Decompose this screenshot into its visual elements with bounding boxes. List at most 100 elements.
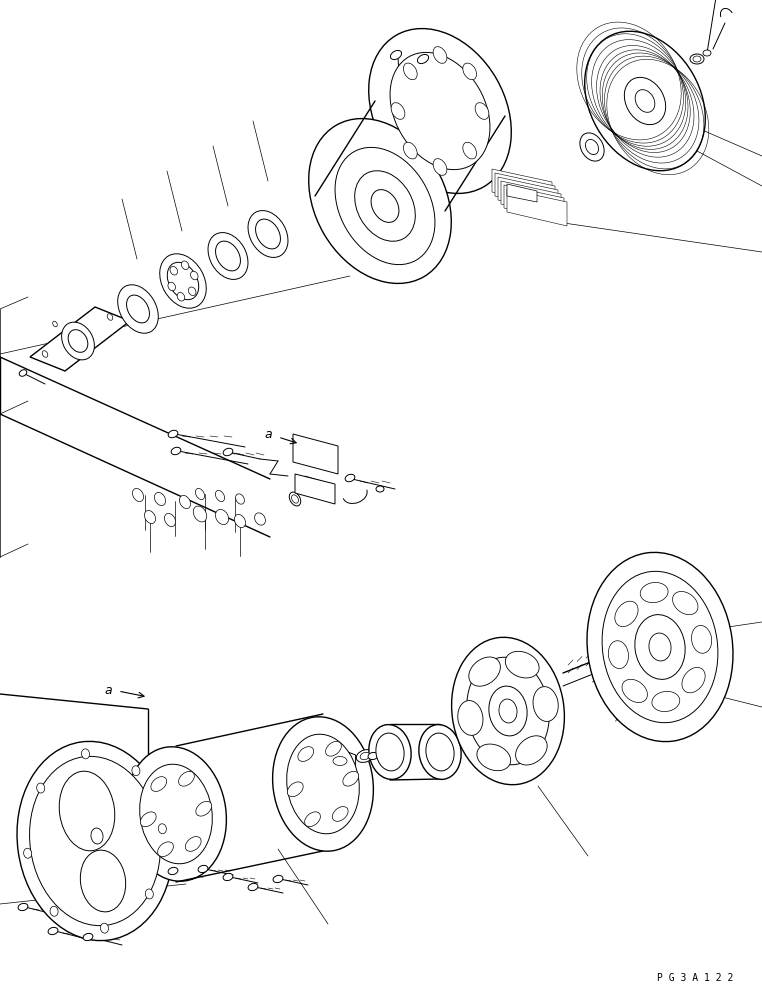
Ellipse shape	[160, 254, 207, 309]
Ellipse shape	[354, 172, 415, 242]
Ellipse shape	[345, 475, 355, 482]
Ellipse shape	[458, 701, 483, 736]
Ellipse shape	[91, 828, 103, 844]
Ellipse shape	[335, 148, 435, 265]
Ellipse shape	[403, 64, 417, 81]
Ellipse shape	[18, 904, 28, 911]
Ellipse shape	[290, 493, 301, 507]
Ellipse shape	[325, 742, 341, 756]
Ellipse shape	[466, 658, 549, 765]
Ellipse shape	[298, 746, 314, 761]
Ellipse shape	[391, 103, 405, 120]
Ellipse shape	[273, 876, 283, 883]
Ellipse shape	[463, 64, 476, 81]
Ellipse shape	[433, 48, 447, 65]
Ellipse shape	[179, 496, 190, 509]
Ellipse shape	[17, 742, 173, 940]
Ellipse shape	[62, 323, 94, 361]
Ellipse shape	[624, 79, 666, 125]
Ellipse shape	[357, 749, 373, 762]
Ellipse shape	[640, 582, 668, 603]
Ellipse shape	[68, 330, 88, 353]
Ellipse shape	[42, 351, 48, 358]
Polygon shape	[507, 190, 567, 227]
Polygon shape	[293, 434, 338, 474]
Ellipse shape	[475, 103, 489, 120]
Ellipse shape	[499, 700, 517, 724]
Ellipse shape	[37, 783, 45, 793]
Ellipse shape	[463, 143, 476, 160]
Ellipse shape	[82, 749, 90, 759]
Ellipse shape	[433, 159, 447, 176]
Ellipse shape	[636, 90, 655, 113]
Ellipse shape	[30, 756, 161, 925]
Ellipse shape	[426, 734, 454, 771]
Ellipse shape	[622, 680, 648, 703]
Ellipse shape	[533, 687, 559, 722]
Ellipse shape	[360, 752, 370, 760]
Ellipse shape	[101, 923, 108, 933]
Ellipse shape	[223, 449, 233, 456]
Ellipse shape	[585, 140, 599, 155]
Ellipse shape	[48, 927, 58, 934]
Polygon shape	[504, 186, 564, 223]
Polygon shape	[498, 178, 558, 215]
Ellipse shape	[59, 771, 115, 851]
Ellipse shape	[273, 717, 373, 851]
Ellipse shape	[248, 884, 258, 891]
Ellipse shape	[165, 514, 175, 527]
Ellipse shape	[332, 807, 348, 821]
Ellipse shape	[580, 134, 604, 162]
Ellipse shape	[693, 57, 701, 63]
Ellipse shape	[188, 287, 196, 296]
Ellipse shape	[682, 668, 705, 693]
Ellipse shape	[615, 601, 638, 627]
Ellipse shape	[107, 314, 113, 321]
Ellipse shape	[171, 448, 181, 455]
Ellipse shape	[155, 493, 165, 506]
Ellipse shape	[255, 220, 280, 249]
Ellipse shape	[198, 866, 208, 873]
Ellipse shape	[248, 212, 288, 258]
Polygon shape	[325, 749, 356, 773]
Polygon shape	[507, 185, 537, 203]
Ellipse shape	[419, 725, 461, 779]
Ellipse shape	[343, 771, 359, 786]
Ellipse shape	[376, 734, 404, 771]
Ellipse shape	[390, 52, 402, 61]
Ellipse shape	[216, 242, 241, 271]
Ellipse shape	[216, 510, 229, 525]
Ellipse shape	[158, 824, 166, 834]
Ellipse shape	[139, 764, 213, 864]
Ellipse shape	[181, 261, 189, 270]
Text: a: a	[104, 683, 112, 696]
Ellipse shape	[691, 626, 712, 654]
Ellipse shape	[177, 293, 184, 302]
Ellipse shape	[185, 837, 201, 852]
Ellipse shape	[158, 842, 174, 857]
Ellipse shape	[132, 766, 140, 776]
Ellipse shape	[418, 56, 428, 65]
Ellipse shape	[602, 572, 718, 723]
Ellipse shape	[333, 756, 347, 765]
Ellipse shape	[292, 495, 299, 504]
Ellipse shape	[305, 812, 320, 827]
Ellipse shape	[309, 119, 451, 284]
Ellipse shape	[489, 687, 527, 737]
Ellipse shape	[126, 747, 226, 882]
Ellipse shape	[190, 272, 198, 280]
Ellipse shape	[24, 849, 32, 859]
Ellipse shape	[151, 777, 167, 791]
Text: P G 3 A 1 2 2: P G 3 A 1 2 2	[657, 972, 733, 982]
Ellipse shape	[170, 267, 178, 275]
Ellipse shape	[80, 850, 126, 911]
Ellipse shape	[652, 692, 680, 712]
Ellipse shape	[673, 591, 698, 615]
Ellipse shape	[50, 907, 58, 916]
Ellipse shape	[178, 771, 194, 786]
Ellipse shape	[625, 643, 651, 664]
Polygon shape	[30, 308, 130, 372]
Ellipse shape	[223, 874, 233, 881]
Ellipse shape	[126, 296, 149, 324]
Ellipse shape	[168, 868, 178, 875]
